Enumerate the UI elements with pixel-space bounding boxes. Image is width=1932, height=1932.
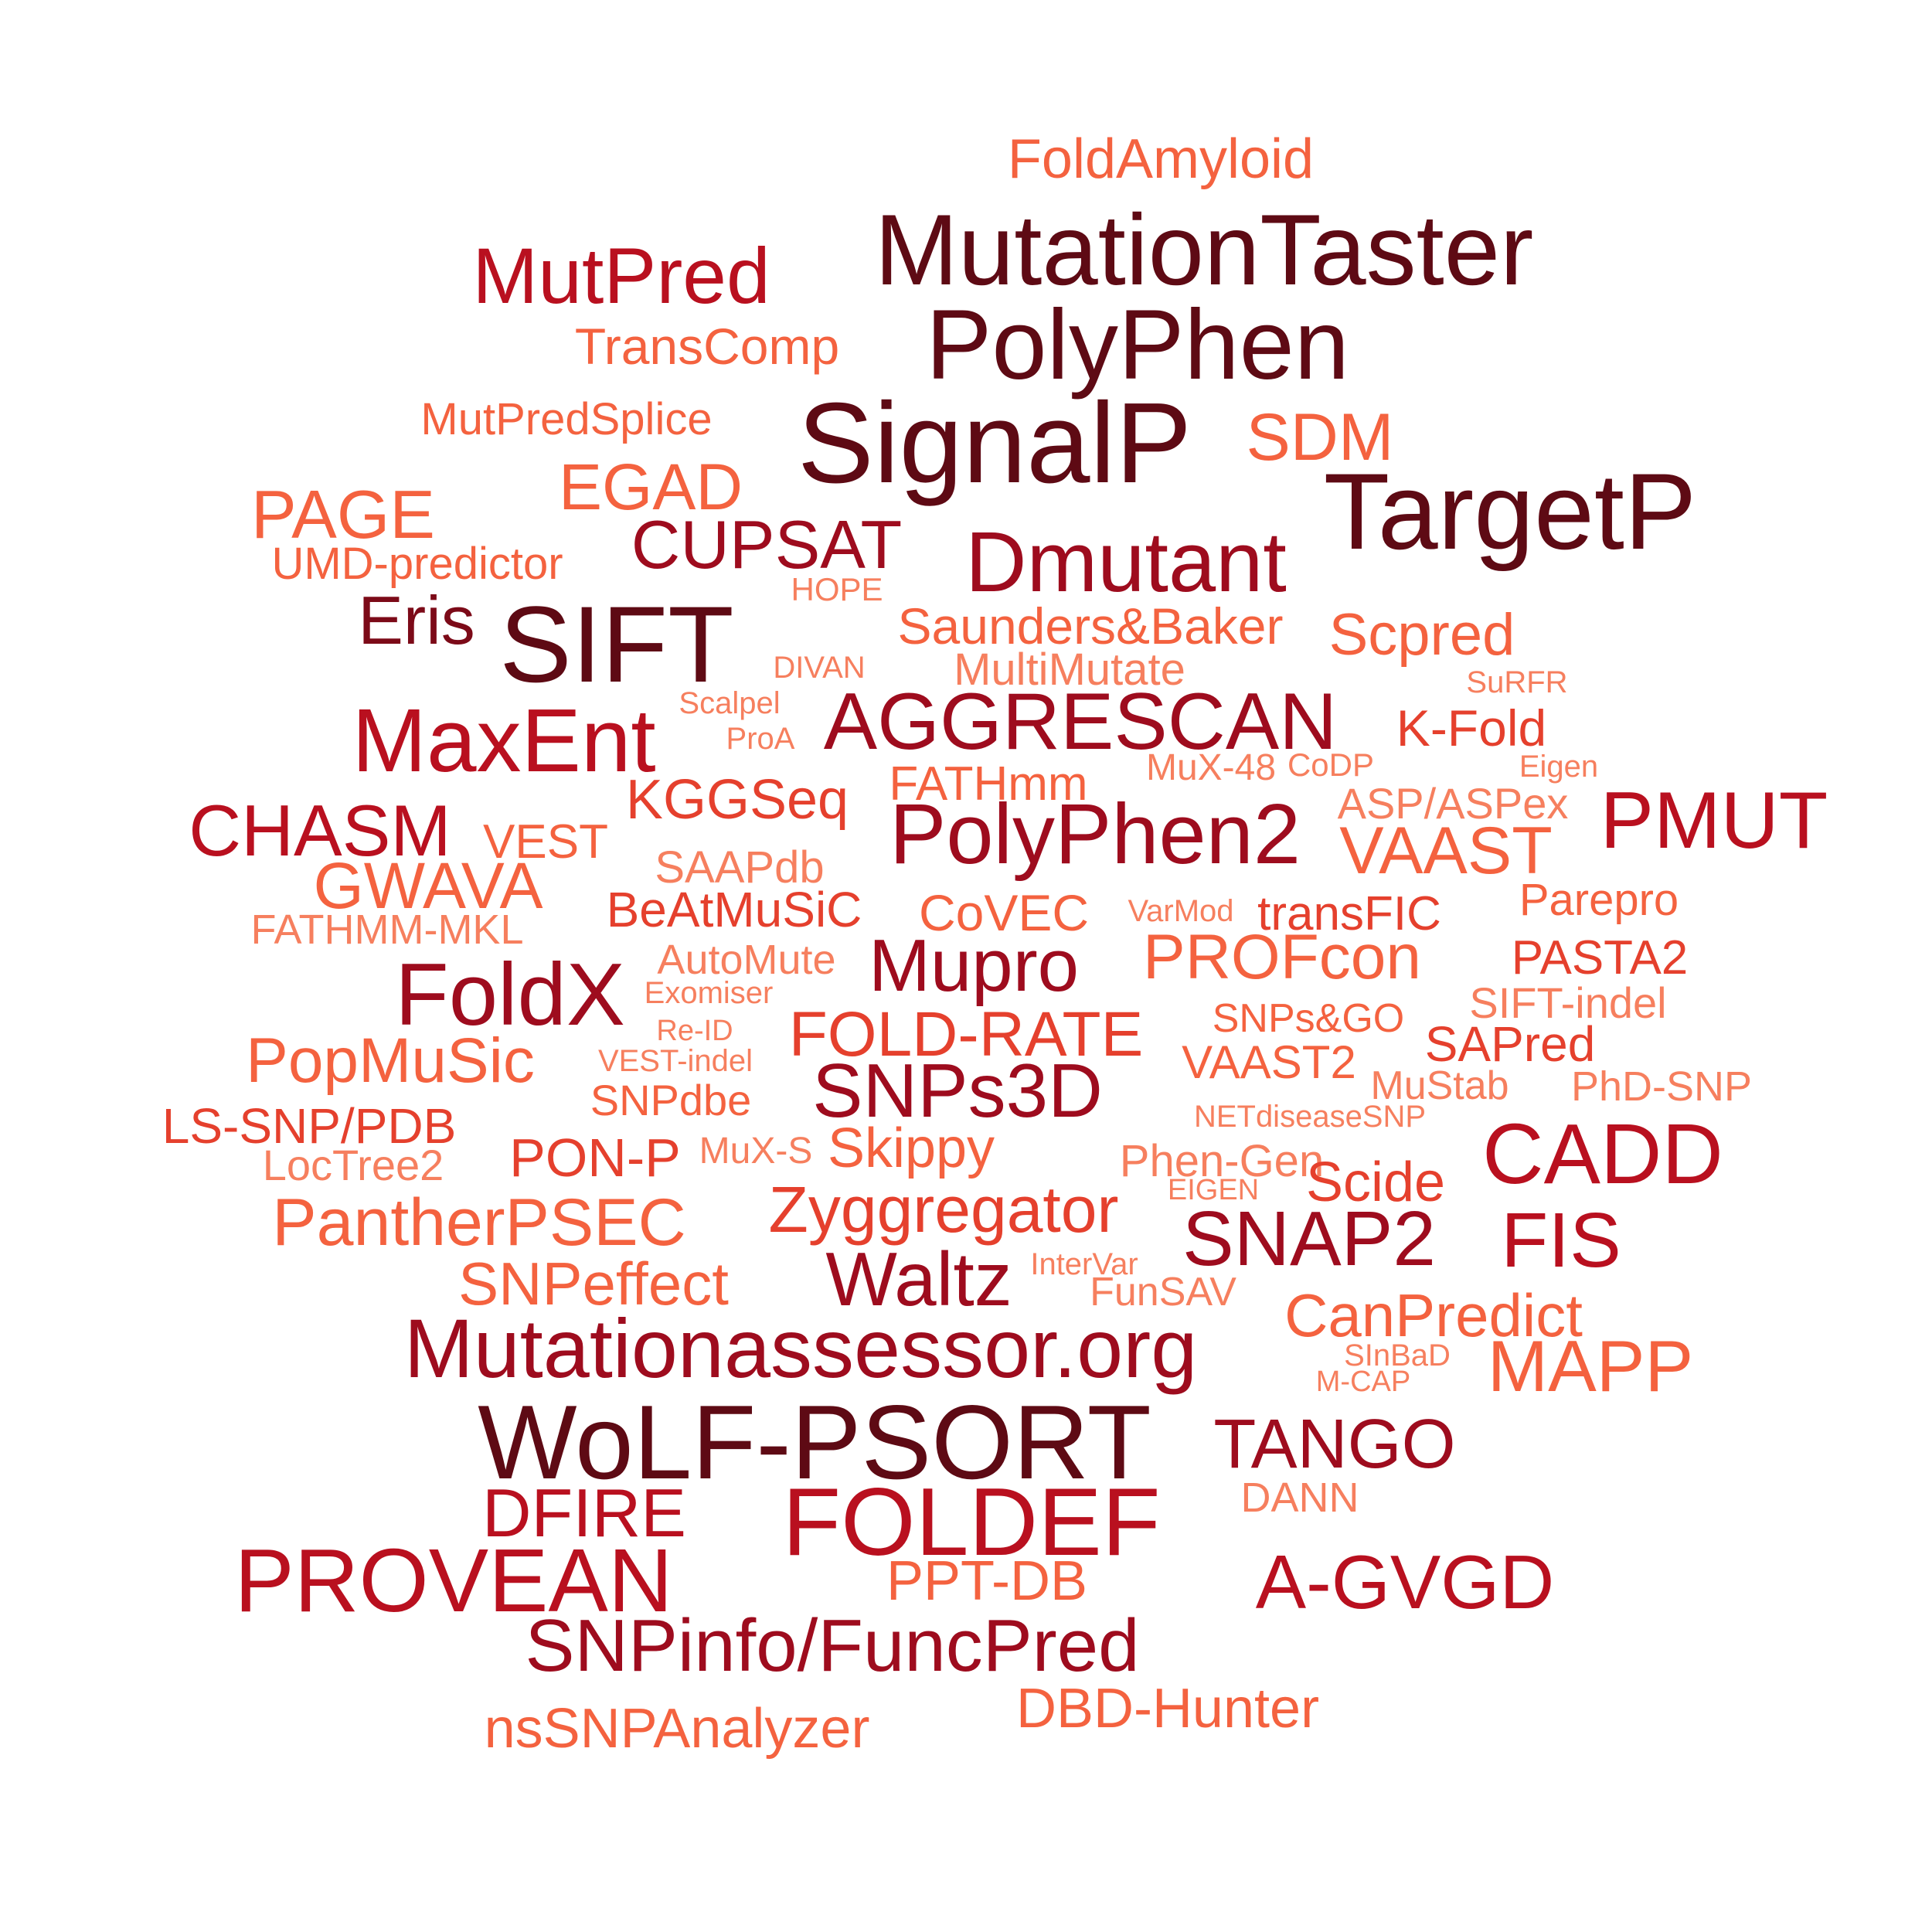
cloud-word: CoVEC <box>918 884 1090 941</box>
cloud-word: PantherPSEC <box>272 1185 686 1260</box>
cloud-word: Waltz <box>825 1236 1012 1321</box>
cloud-word: nsSNPAnalyzer <box>484 1698 870 1760</box>
cloud-word: TransComp <box>574 318 840 375</box>
cloud-word: VAAST2 <box>1182 1036 1356 1088</box>
cloud-word: PMUT <box>1600 776 1828 866</box>
cloud-word: MutationTaster <box>874 193 1534 306</box>
cloud-word: LocTree2 <box>262 1141 444 1189</box>
cloud-word: PolyPhen <box>926 290 1349 400</box>
cloud-word: Parepro <box>1519 875 1679 925</box>
cloud-word: FATHMM-MKL <box>250 906 524 953</box>
cloud-word: AGGRESCAN <box>823 677 1338 767</box>
cloud-word: SNPdbe <box>590 1076 752 1124</box>
cloud-word: FIS <box>1501 1197 1621 1284</box>
cloud-word: Scalpel <box>679 686 781 720</box>
cloud-word: EGAD <box>558 451 743 523</box>
cloud-word: FOLDEF <box>782 1469 1161 1576</box>
cloud-word: MuX-S <box>699 1131 813 1172</box>
cloud-word: MuStab <box>1370 1063 1509 1108</box>
cloud-word: SIFT <box>499 583 734 705</box>
cloud-word: DANN <box>1240 1475 1359 1521</box>
cloud-word: PAGE <box>250 476 436 553</box>
cloud-word: DFIRE <box>482 1475 686 1551</box>
cloud-word: PON-P <box>509 1128 681 1188</box>
cloud-word: VarMod <box>1128 894 1234 928</box>
cloud-word: MaxEnt <box>352 690 656 791</box>
cloud-word: FoldAmyloid <box>1007 128 1315 190</box>
cloud-word: Mutationassessor.org <box>403 1301 1198 1395</box>
cloud-word: ASP/ASPex <box>1337 779 1569 828</box>
cloud-word: MutPred <box>472 232 770 320</box>
cloud-word: WoLF-PSORT <box>478 1383 1151 1501</box>
cloud-word: VEST-indel <box>597 1044 753 1078</box>
cloud-word: MAPP <box>1487 1325 1694 1406</box>
cloud-word: SuRFR <box>1466 665 1568 699</box>
cloud-word: Skippy <box>827 1117 995 1179</box>
cloud-word: Zyggregator <box>768 1173 1119 1246</box>
cloud-word: PASTA2 <box>1511 931 1689 985</box>
cloud-word: Dmutant <box>965 515 1287 610</box>
cloud-word: PopMuSic <box>246 1026 535 1096</box>
cloud-word: SInBaD <box>1344 1338 1451 1372</box>
cloud-word: Phen-Gen <box>1119 1136 1325 1186</box>
cloud-word: A-GVGD <box>1255 1539 1555 1624</box>
cloud-word: Scide <box>1305 1151 1446 1213</box>
cloud-word: GWAVA <box>313 849 543 922</box>
cloud-word: SAAPdb <box>655 842 825 893</box>
cloud-word: PROVEAN <box>234 1530 673 1631</box>
cloud-word: VEST <box>483 815 608 869</box>
cloud-word: PROFcon <box>1143 922 1421 992</box>
cloud-word: CUPSAT <box>631 506 903 583</box>
cloud-word: InterVar <box>1030 1247 1138 1281</box>
cloud-word: SNAP2 <box>1182 1196 1436 1282</box>
cloud-word: K-Fold <box>1396 699 1547 757</box>
cloud-word: PolyPhen2 <box>889 787 1301 882</box>
cloud-word: CADD <box>1482 1107 1723 1202</box>
cloud-word: SDM <box>1246 400 1394 474</box>
cloud-word: SNPinfo/FuncPred <box>525 1604 1140 1687</box>
cloud-word: NETdiseaseSNP <box>1193 1100 1427 1134</box>
cloud-word: PhD-SNP <box>1570 1063 1753 1110</box>
cloud-word: MuX-48 <box>1145 747 1277 788</box>
cloud-word: Scpred <box>1328 602 1515 668</box>
cloud-word: Saunders&Baker <box>897 597 1284 655</box>
cloud-word: FOLD-RATE <box>788 999 1144 1070</box>
cloud-word: Mupro <box>868 924 1080 1007</box>
cloud-word: FunSAV <box>1090 1270 1236 1315</box>
cloud-word: DBD-Hunter <box>1015 1678 1320 1740</box>
cloud-word: SNPeffect <box>458 1250 729 1318</box>
cloud-word: PPT-DB <box>886 1550 1088 1612</box>
cloud-word: CoDP <box>1287 747 1375 783</box>
cloud-word: SNPs&GO <box>1212 996 1405 1041</box>
cloud-word: TargetP <box>1323 451 1697 572</box>
cloud-word: SIFT-indel <box>1469 978 1667 1027</box>
cloud-word: M-CAP <box>1315 1366 1411 1398</box>
cloud-word: ProA <box>726 722 795 756</box>
cloud-word: CHASM <box>189 790 451 871</box>
cloud-word: FoldX <box>395 946 625 1044</box>
cloud-word: CanPredict <box>1284 1281 1583 1349</box>
cloud-word: Eigen <box>1519 750 1599 784</box>
cloud-word: BeAtMuSiC <box>606 882 862 937</box>
cloud-word: SNPs3D <box>812 1048 1103 1133</box>
cloud-word: SAPred <box>1424 1016 1596 1072</box>
cloud-word: Exomiser <box>644 976 774 1010</box>
cloud-word: MutPredSplice <box>420 394 713 444</box>
cloud-word: UMD-predictor <box>271 539 563 589</box>
cloud-word: EIGEN <box>1167 1174 1260 1206</box>
cloud-word: VAAST <box>1339 814 1553 888</box>
cloud-word: LS-SNP/PDB <box>162 1098 457 1154</box>
cloud-word: SignalP <box>797 379 1192 507</box>
cloud-word: HOPE <box>791 571 883 607</box>
cloud-word: AutoMute <box>657 937 836 983</box>
cloud-word: TANGO <box>1213 1406 1456 1483</box>
cloud-word: Eris <box>358 582 475 658</box>
cloud-word: KGGSeq <box>625 769 849 831</box>
cloud-word: MultiMutate <box>954 645 1185 695</box>
cloud-word: Re-ID <box>656 1015 733 1047</box>
cloud-word: DIVAN <box>773 651 866 685</box>
cloud-word: transFIC <box>1257 887 1441 940</box>
cloud-word: FATHmm <box>889 757 1088 811</box>
